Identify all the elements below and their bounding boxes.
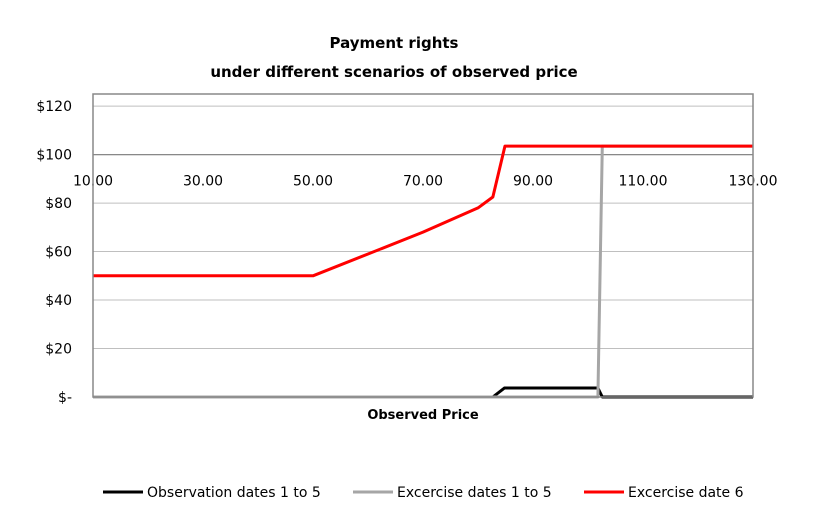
y-tick-label: $40 — [45, 293, 72, 309]
y-tick-label: $100 — [36, 148, 72, 164]
legend-label-1: Observation dates 1 to 5 — [147, 485, 321, 501]
y-tick-label: $60 — [45, 245, 72, 261]
y-tick-label: $80 — [45, 196, 72, 212]
y-tick-label: $120 — [36, 99, 72, 115]
legend-label-2: Excercise dates 1 to 5 — [397, 485, 552, 501]
y-tick-label: $20 — [45, 342, 72, 358]
chart-title-line-2: under different scenarios of observed pr… — [210, 63, 577, 81]
plot-frame — [92, 93, 754, 398]
x-tick-label: 90.00 — [513, 174, 553, 190]
x-tick-label: 110.00 — [619, 174, 668, 190]
series-line-3 — [93, 144, 753, 278]
x-tick-label: 70.00 — [403, 174, 443, 190]
chart-title-line-1: Payment rights — [330, 34, 459, 52]
x-tick-label: 50.00 — [293, 174, 333, 190]
legend-label-3: Excercise date 6 — [628, 485, 744, 501]
x-tick-label: 30.00 — [183, 174, 223, 190]
y-tick-label: $- — [58, 390, 72, 406]
x-axis-label: Observed Price — [367, 408, 479, 423]
